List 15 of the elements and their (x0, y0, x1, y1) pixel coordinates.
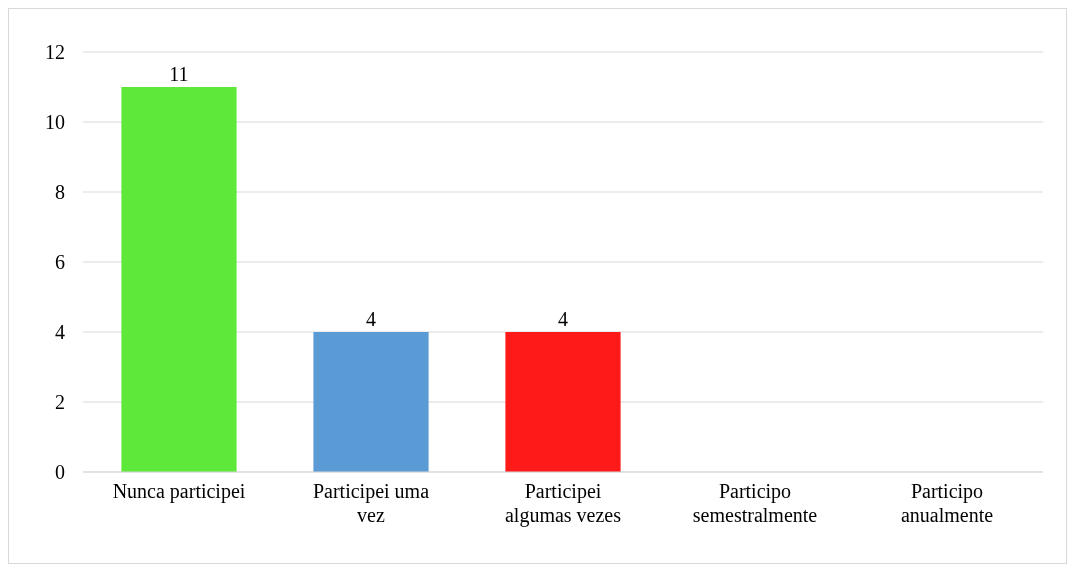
y-tick-label: 0 (55, 461, 65, 483)
x-tick-label: Participei algumas vezes (504, 480, 622, 527)
y-tick-label: 10 (45, 111, 65, 133)
y-tick-label: 8 (55, 181, 65, 203)
y-tick-label: 2 (55, 391, 65, 413)
x-tick-label: Participo semestralmente (692, 480, 818, 526)
y-tick-label: 12 (45, 41, 65, 63)
data-label: 4 (366, 308, 376, 330)
data-label: 11 (169, 63, 189, 85)
x-tick-label: Participei uma vez (312, 480, 430, 526)
y-tick-label: 6 (55, 251, 65, 273)
x-tick-label: Nunca participei (112, 480, 246, 503)
data-label: 4 (558, 308, 568, 330)
y-tick-label: 4 (55, 321, 65, 343)
x-tick-label: Participo anualmente (900, 480, 994, 526)
